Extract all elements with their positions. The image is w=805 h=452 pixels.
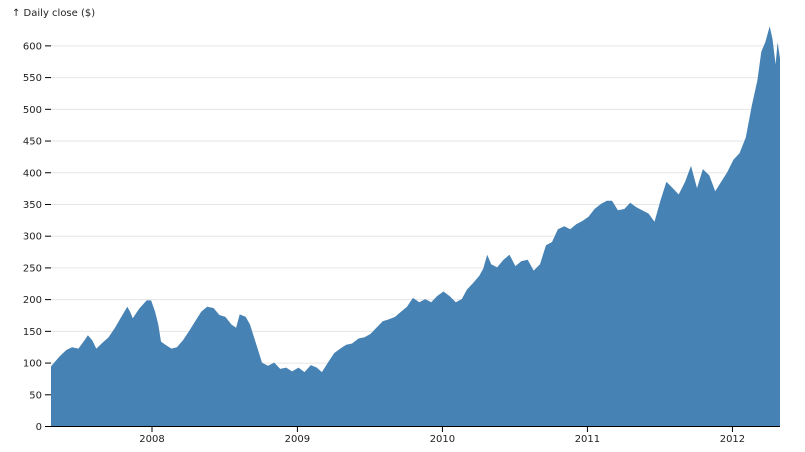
y-tick-label-550: 550 [23,73,42,84]
y-tick-label-0: 0 [36,422,42,433]
area-series [51,26,780,427]
y-tick-label-350: 350 [23,200,42,211]
y-tick-label-400: 400 [23,168,42,179]
y-tick-label-150: 150 [23,327,42,338]
y-tick-label-50: 50 [29,390,42,401]
y-tick-label-250: 250 [23,263,42,274]
x-tick-label-2010: 2010 [430,434,455,445]
y-tick-label-600: 600 [23,41,42,52]
y-tick-label-300: 300 [23,232,42,243]
y-tick-label-200: 200 [23,295,42,306]
y-axis-label: ↑ Daily close ($) [12,8,95,19]
x-tick-label-2009: 2009 [285,434,310,445]
y-tick-label-450: 450 [23,137,42,148]
x-tick-label-2012: 2012 [720,434,745,445]
y-axis: 0 50 100 150 200 250 300 350 400 450 500 550 600 [23,41,51,433]
y-tick-label-100: 100 [23,359,42,370]
y-tick-label-500: 500 [23,105,42,116]
area-fill [51,26,780,427]
x-tick-label-2011: 2011 [575,434,600,445]
x-tick-label-2008: 2008 [139,434,164,445]
x-axis: 2008 2009 2010 2011 2012 [51,426,780,445]
